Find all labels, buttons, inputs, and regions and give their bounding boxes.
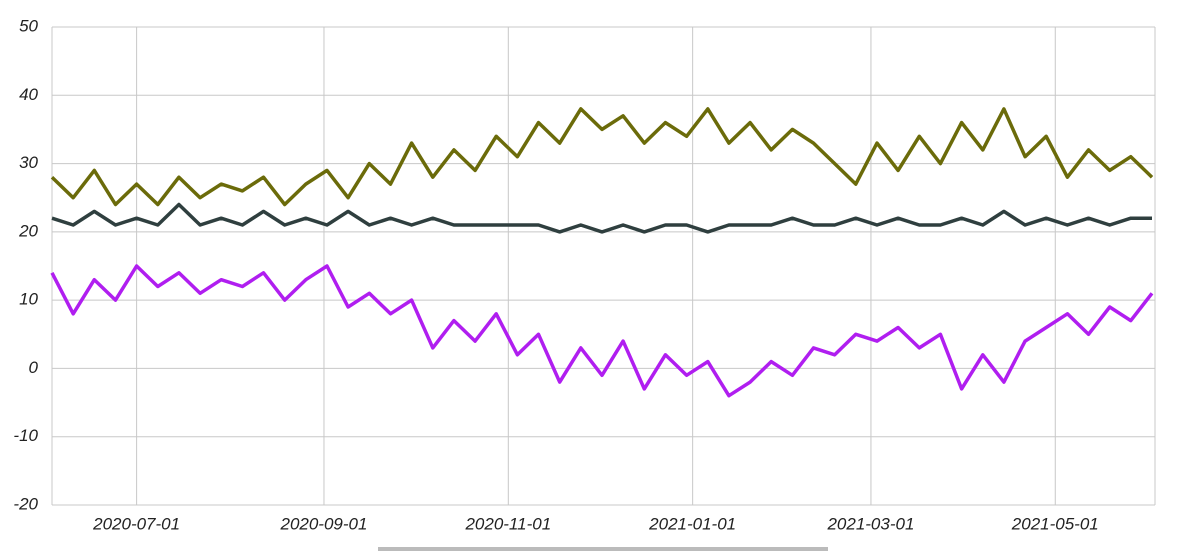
y-tick-label: 30 xyxy=(19,153,38,172)
y-tick-label: 0 xyxy=(29,358,39,377)
x-tick-label: 2020-07-01 xyxy=(92,514,180,533)
y-tick-label: 20 xyxy=(18,221,38,240)
y-tick-label: -20 xyxy=(13,494,38,513)
x-tick-label: 2021-01-01 xyxy=(648,514,736,533)
series-line xyxy=(50,264,1154,398)
y-tick-label: 10 xyxy=(19,290,38,309)
x-tick-label: 2020-11-01 xyxy=(464,514,551,533)
series-line xyxy=(50,107,1154,207)
x-tick-label: 2021-03-01 xyxy=(826,514,914,533)
y-tick-label: -10 xyxy=(13,426,38,445)
scrollbar xyxy=(378,547,828,551)
y-tick-label: 40 xyxy=(19,85,38,104)
series-line xyxy=(51,202,1152,234)
y-tick-label: 50 xyxy=(19,16,38,35)
x-tick-label: 2021-05-01 xyxy=(1011,514,1099,533)
x-tick-label: 2020-09-01 xyxy=(279,514,367,533)
